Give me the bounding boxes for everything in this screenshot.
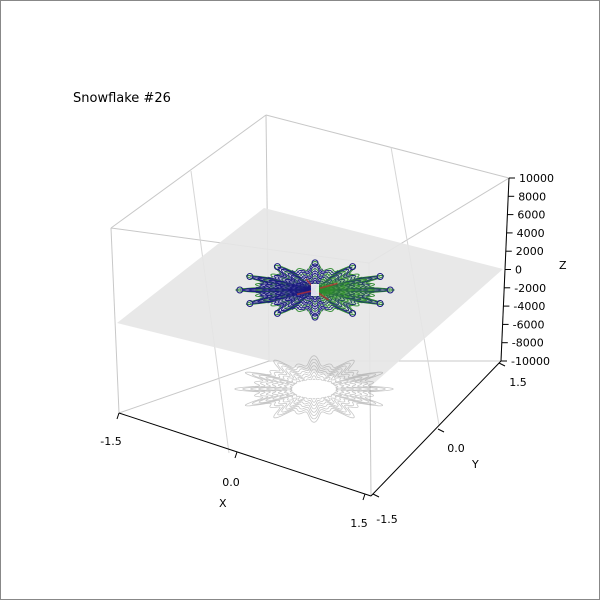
z-tick-label: -4000 [513, 300, 545, 313]
arm-tip [246, 273, 254, 280]
y-tick-label: 1.5 [509, 376, 527, 389]
shadow-contour [257, 365, 371, 413]
x-tick-label: 1.5 [350, 517, 368, 530]
shadow-contour [289, 378, 339, 400]
flake-spoke [276, 289, 316, 311]
x-tick-label: -1.5 [100, 435, 121, 448]
flake-spoke [314, 289, 352, 308]
y-tick [498, 362, 506, 367]
y-tick [372, 493, 380, 498]
arm-tip [349, 309, 357, 317]
shadow-contour [241, 358, 387, 420]
chart-title: Snowflake #26 [73, 91, 171, 106]
arm-tip [311, 259, 319, 267]
grid-line [110, 227, 120, 414]
shadow-contour [265, 368, 363, 410]
shadow-hole [292, 380, 336, 398]
x-axis-label: X [219, 497, 227, 510]
x-tick [362, 493, 366, 501]
snowflake-surface [234, 259, 396, 321]
flake-spoke [314, 289, 354, 311]
flake-spoke [284, 289, 316, 313]
x-tick-label: 0.0 [222, 476, 240, 489]
y-axis-label: Y [471, 458, 479, 471]
z-tick-label: 6000 [517, 209, 545, 222]
arm-tip [236, 286, 244, 294]
arm-tip [273, 309, 281, 317]
shadow-contour [249, 361, 379, 417]
flake-spoke [314, 269, 354, 291]
flake-center [311, 284, 319, 296]
x-axis-line [118, 412, 372, 497]
grid-line [110, 114, 267, 229]
flake-contour [234, 261, 396, 319]
flake-spoke [277, 289, 316, 314]
flake-spoke [314, 267, 346, 291]
z-tick-label: -2000 [514, 282, 546, 295]
z-tick-label: 2000 [516, 245, 544, 258]
z-tick-label: -6000 [513, 318, 545, 331]
flake-spoke [314, 288, 384, 291]
x-tick [116, 412, 120, 420]
arm-tip [273, 263, 281, 271]
z-tick-label: 4000 [517, 227, 545, 240]
flake-accent [319, 282, 338, 289]
arm-tip [376, 273, 384, 280]
floor-shadow [234, 355, 394, 423]
z-tick-label: 0 [515, 264, 522, 277]
z-tick-label: 10000 [519, 172, 554, 185]
z-tick-label: -10000 [511, 355, 550, 368]
z-axis-label: Z [559, 259, 567, 272]
arm-tip [246, 300, 254, 307]
flake-accent [317, 292, 329, 301]
arm-tip [386, 286, 394, 294]
axis-ticks: -1.5 0.0 1.5 -1.5 0.0 1.5 10000 8000 6000 4000 200… [100, 172, 554, 530]
arm-tip [311, 313, 319, 321]
y-tick [437, 428, 445, 433]
flake-spoke [276, 269, 316, 291]
flake-spoke [314, 289, 353, 314]
x-tick [234, 451, 238, 459]
flake-spoke [277, 266, 316, 291]
z-tick-label: -8000 [512, 337, 544, 350]
grid-line [118, 360, 270, 414]
y-tick-label: -1.5 [376, 513, 397, 526]
flake-accent [296, 290, 312, 296]
flake-spoke [284, 267, 316, 291]
shadow-contour [234, 355, 394, 423]
arm-tip [376, 300, 384, 307]
y-axis-line [370, 360, 502, 497]
flake-spoke [314, 266, 353, 291]
shadow-contour [281, 375, 347, 403]
y-tick-label: 0.0 [447, 442, 465, 455]
flake-spoke [278, 272, 316, 291]
arm-tip [349, 263, 357, 271]
grid-line [265, 114, 510, 179]
shadow-contour [273, 371, 355, 407]
z-tick-label: 8000 [518, 190, 546, 203]
